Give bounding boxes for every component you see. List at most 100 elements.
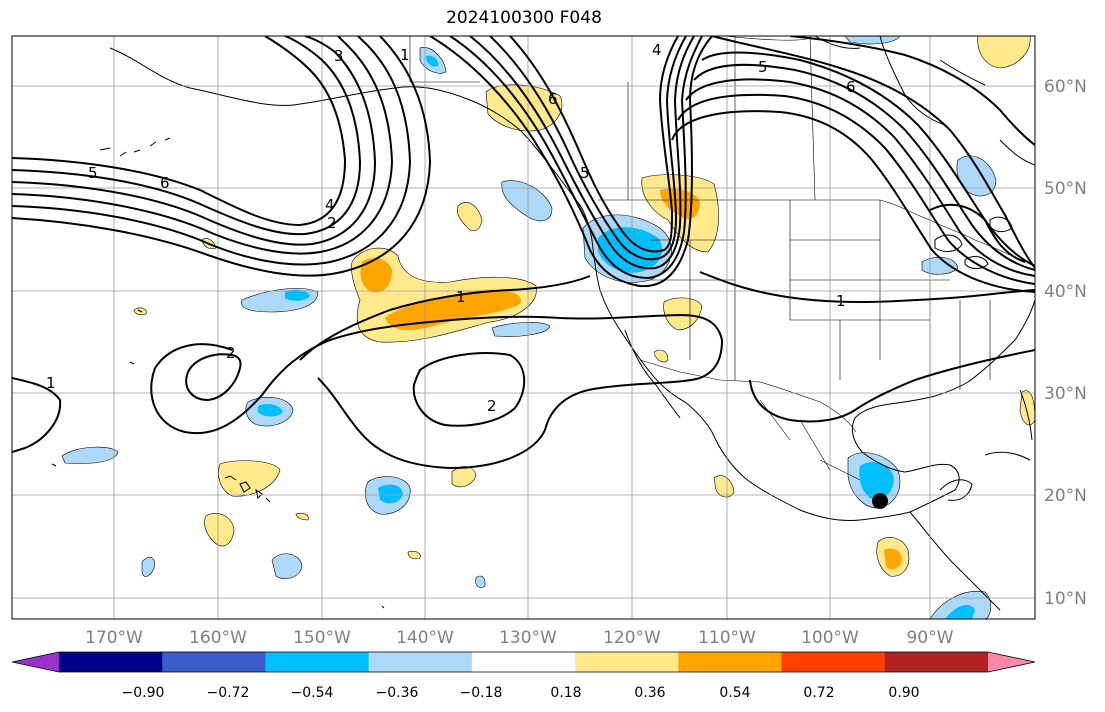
contour-label-6a: 6 — [160, 174, 170, 192]
shade-yellow-small-c — [407, 550, 421, 560]
shade-blue-off-oregon — [598, 227, 663, 273]
colorbar-segment — [678, 652, 783, 672]
alaska-coast — [12, 36, 556, 173]
contour-w-3 — [12, 36, 377, 246]
colorbar-tick-label: −0.36 — [376, 685, 419, 701]
islands-small — [51, 309, 385, 609]
contour-labels: 3 1 5 6 4 2 4 5 6 6 5 1 1 2 2 1 — [46, 41, 856, 415]
shade-lightblue-gulf-ak — [501, 180, 553, 222]
shade-blue-nw-pacific — [285, 289, 310, 301]
contour-c-4 — [489, 36, 687, 261]
latitude-labels: 60°N 50°N 40°N 30°N 20°N 10°N — [1044, 77, 1087, 609]
baja — [624, 329, 681, 419]
contour-label-4b: 4 — [652, 41, 662, 59]
contour-two-outer — [150, 313, 724, 470]
colorbar-tick-label: 0.90 — [888, 685, 919, 701]
lon-label: 160°W — [189, 628, 247, 648]
shade-orange-central-pacific-1 — [360, 257, 392, 293]
us-canada-border — [598, 199, 1021, 261]
shade-lightblue-midwest — [921, 256, 959, 275]
us-mexico-border — [639, 359, 857, 433]
contour-label-1d: 1 — [46, 374, 56, 392]
storm-marker — [872, 493, 888, 509]
colorbar — [11, 651, 1036, 673]
shade-lightblue-small-1 — [141, 556, 155, 577]
mexico-pacific — [711, 431, 911, 521]
hawaii — [224, 475, 271, 503]
aleutians — [99, 137, 171, 157]
shade-yellow-ne — [977, 36, 1031, 69]
colorbar-tick-label: 0.72 — [803, 685, 834, 701]
shade-orange-central-pacific-2 — [385, 289, 521, 331]
contour-label-3: 3 — [334, 47, 344, 65]
contour-label-1c: 1 — [836, 292, 846, 310]
shade-blue-bering — [426, 55, 439, 67]
contour-e-top — [789, 36, 1035, 146]
colorbar-tick-label: −0.54 — [291, 685, 334, 701]
contour-w-5 — [12, 36, 412, 266]
ak-canada-border — [409, 36, 480, 83]
colorbar-extend-low — [12, 652, 59, 672]
lon-label: 170°W — [85, 628, 143, 648]
contour-w-2 — [12, 36, 362, 236]
coastlines — [12, 36, 1035, 611]
contour-ne-1 — [929, 203, 1026, 263]
colorbar-segment — [575, 652, 679, 672]
shade-blue-south-pacific — [378, 484, 403, 504]
colorbar-tick-label: 0.36 — [634, 685, 665, 701]
colorbar-segment — [471, 652, 576, 672]
contour-label-6c: 6 — [548, 90, 558, 108]
contour-label-1b: 1 — [456, 288, 466, 306]
contour-label-5b: 5 — [758, 58, 768, 76]
lat-label: 10°N — [1044, 589, 1087, 609]
lat-label: 20°N — [1044, 486, 1087, 506]
shade-orange-central-america — [884, 548, 902, 570]
shade-yellow-baja — [663, 297, 703, 331]
map-border — [11, 35, 1036, 620]
colorbar-segment — [265, 652, 370, 672]
colorbar-tick-label: −0.18 — [460, 685, 503, 701]
contour-e-3 — [693, 63, 1035, 271]
east-coast — [967, 299, 1035, 383]
contour-two-inner-1 — [185, 353, 242, 402]
contour-one-w — [12, 377, 62, 453]
contour-c-3 — [469, 36, 695, 270]
colorbar-tick-label: −0.72 — [207, 685, 250, 701]
contour-two-inner-2 — [412, 352, 526, 427]
contour-w-1 — [12, 36, 347, 227]
shade-lightblue-west — [61, 446, 119, 464]
shade-blue-hawaii-north — [258, 404, 283, 417]
colorbar-tick-label: 0.18 — [550, 685, 581, 701]
contour-label-4a: 4 — [325, 196, 335, 214]
lat-label: 40°N — [1044, 282, 1087, 302]
contour-lines — [12, 36, 1035, 470]
shade-yellow-hawaii — [218, 460, 281, 497]
lon-label: 110°W — [698, 628, 756, 648]
colorbar-segment — [368, 652, 473, 672]
contour-e-6 — [671, 110, 1035, 293]
contour-one — [299, 271, 1035, 361]
gulf-coast — [851, 381, 969, 513]
contour-e-1 — [711, 36, 1035, 269]
graticule — [12, 36, 1035, 619]
shade-yellow-west-mexico — [713, 475, 735, 498]
lat-label: 50°N — [1044, 179, 1087, 199]
lon-label: 90°W — [907, 628, 954, 648]
colorbar-outline — [11, 651, 1036, 673]
shade-lightblue-central-pacific — [491, 322, 551, 337]
shade-blue-gulf-mexico — [859, 462, 894, 500]
colorbar-segment — [781, 652, 886, 672]
contour-c-5 — [509, 36, 679, 253]
shade-yellow-small-gulf-ak — [456, 202, 483, 232]
political-borders — [409, 36, 1021, 481]
map-title: 2024100300 F048 — [446, 8, 602, 28]
colorbar-labels: −0.90 −0.72 −0.54 −0.36 −0.18 0.18 0.36 … — [122, 685, 920, 701]
contour-c-2 — [449, 36, 703, 280]
lat-label: 60°N — [1044, 77, 1087, 97]
shade-yellow-small-b — [295, 512, 309, 521]
lon-label: 130°W — [499, 628, 557, 648]
contour-c-1 — [429, 36, 713, 288]
shade-lightblue-small-2 — [475, 575, 486, 588]
shade-yellow-south-hawaii — [204, 513, 235, 547]
colorbar-segment — [162, 652, 266, 672]
